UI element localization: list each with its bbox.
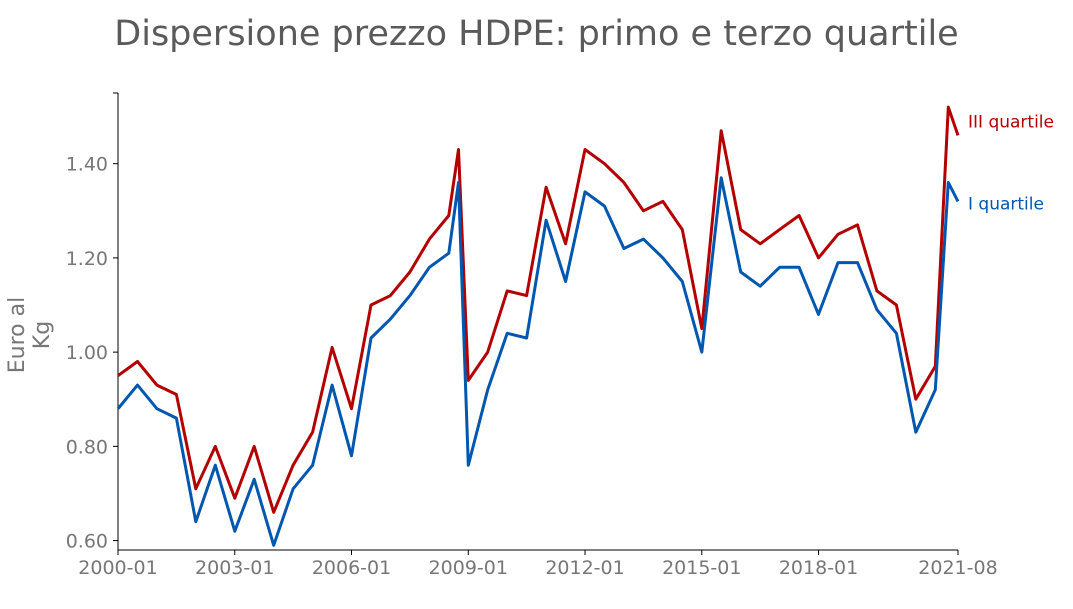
x-tick-label: 2000-01 [78,557,157,579]
series-line-third-quartile [117,105,960,514]
x-tick-label: 2003-01 [195,557,274,579]
y-tick-label: 1.20 [66,248,108,270]
x-tick-label: 2018-01 [779,557,858,579]
x-tick-label: 2021-08 [918,557,997,579]
axes [113,92,959,555]
series-lines [116,105,960,547]
x-tick-label: 2015-01 [662,557,741,579]
x-tick-label: 2009-01 [429,557,508,579]
y-tick-label: 1.00 [66,342,108,364]
x-tick-label: 2012-01 [545,557,624,579]
y-tick-label: 0.60 [66,531,108,553]
chart-title: Dispersione prezzo HDPE: primo e terzo q… [114,14,959,54]
tick-labels: 0.60 0.80 1.00 1.20 1.40 2000-01 2003-01 2006-0… [66,154,998,579]
series-label-third-quartile: III quartile [968,112,1054,132]
x-tick-label: 2006-01 [312,557,391,579]
series-line-first-quartile [116,176,960,547]
y-tick-label: 1.40 [66,154,108,176]
series-label-first-quartile: I quartile [968,194,1044,214]
y-tick-label: 0.80 [66,436,108,458]
series-labels: III quartile I quartile [968,112,1054,214]
